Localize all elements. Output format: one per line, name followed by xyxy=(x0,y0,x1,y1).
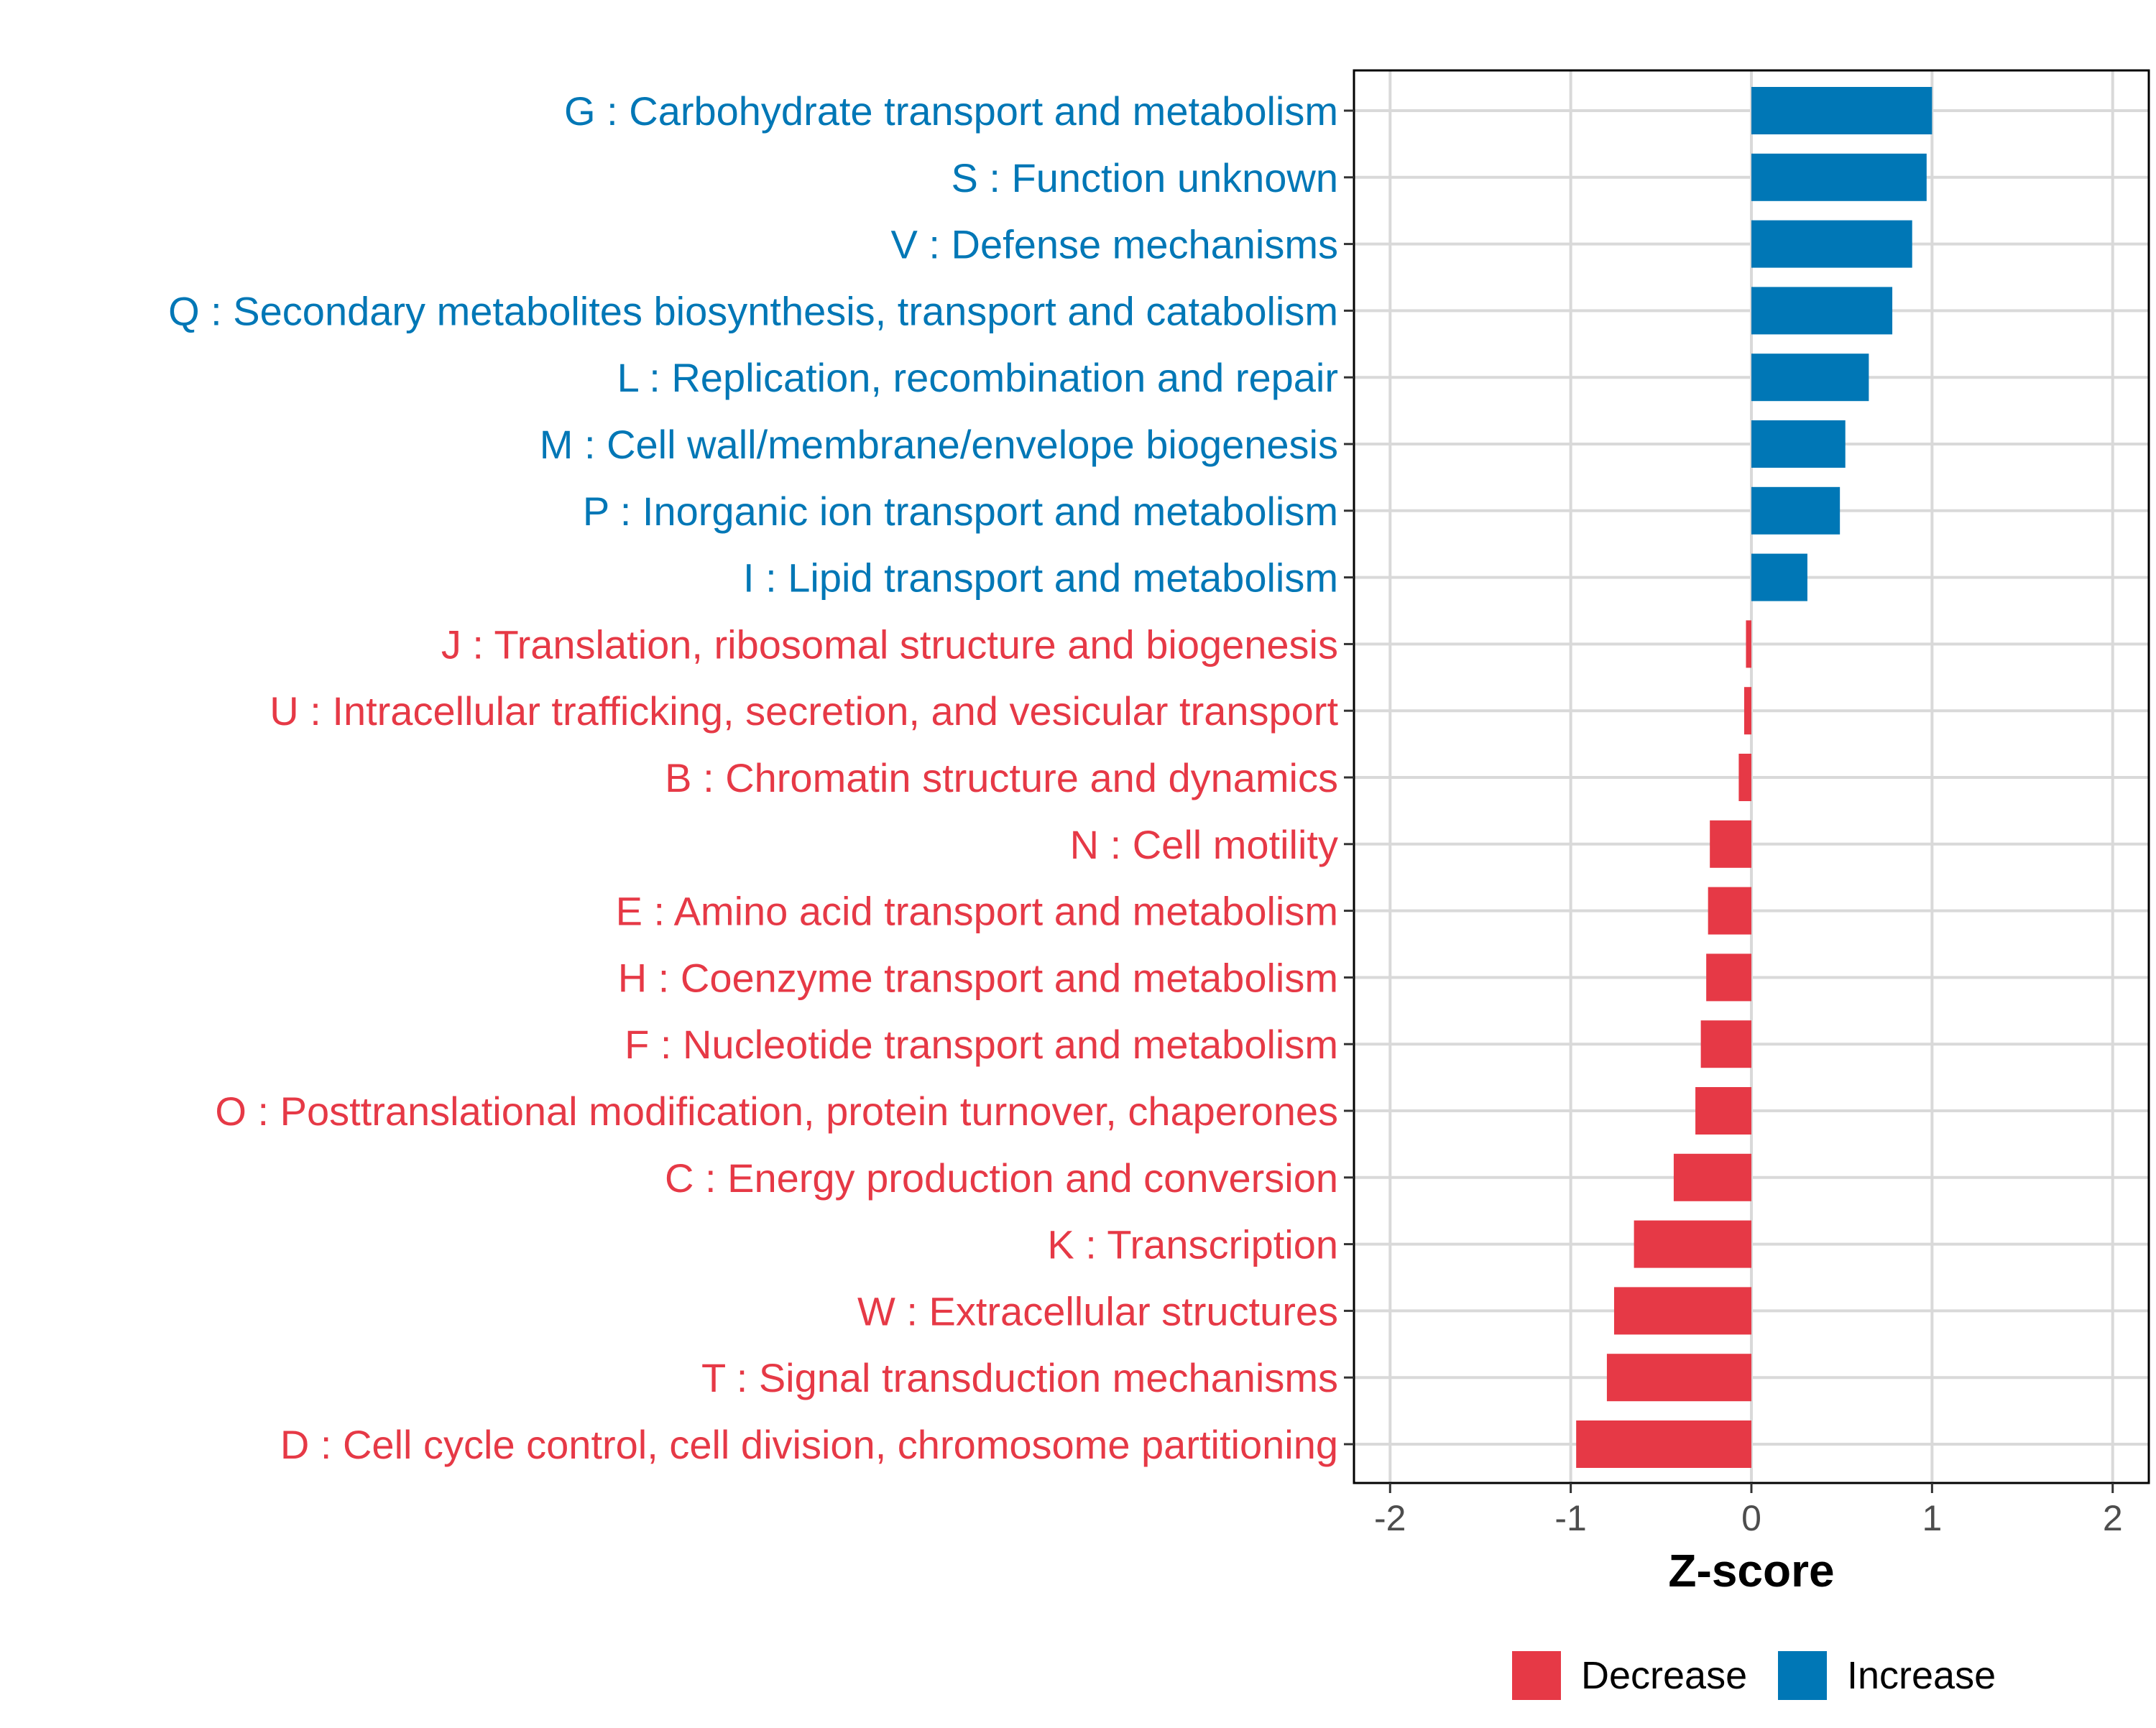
category-label: P : Inorganic ion transport and metaboli… xyxy=(583,489,1338,534)
category-label: G : Carbohydrate transport and metabolis… xyxy=(564,88,1338,134)
category-label: K : Transcription xyxy=(1047,1222,1338,1267)
category-label: C : Energy production and conversion xyxy=(665,1155,1338,1201)
bar-decrease xyxy=(1613,1287,1751,1335)
x-tick-label: 1 xyxy=(1922,1498,1942,1538)
category-label: D : Cell cycle control, cell division, c… xyxy=(280,1422,1338,1467)
category-label: M : Cell wall/membrane/envelope biogenes… xyxy=(540,422,1338,467)
bar-increase xyxy=(1751,153,1927,201)
bar-decrease xyxy=(1634,1220,1751,1268)
bar-increase xyxy=(1751,486,1841,535)
bar-increase xyxy=(1751,553,1807,601)
category-label: J : Translation, ribosomal structure and… xyxy=(441,622,1338,667)
category-label: Q : Secondary metabolites biosynthesis, … xyxy=(168,288,1338,333)
legend-label-increase: Increase xyxy=(1847,1654,1996,1697)
x-tick-label: 2 xyxy=(2103,1498,2123,1538)
bar-decrease xyxy=(1606,1354,1751,1402)
x-tick-label: -2 xyxy=(1374,1498,1406,1538)
category-label: W : Extracellular structures xyxy=(857,1288,1338,1334)
bar-increase xyxy=(1751,220,1912,268)
bar-decrease xyxy=(1673,1153,1751,1201)
category-label: I : Lipid transport and metabolism xyxy=(743,555,1338,601)
legend-label-decrease: Decrease xyxy=(1581,1654,1747,1697)
category-label: T : Signal transduction mechanisms xyxy=(701,1355,1338,1400)
legend-swatch-decrease xyxy=(1512,1651,1561,1700)
bar-decrease xyxy=(1743,687,1751,735)
bar-decrease xyxy=(1700,1020,1751,1068)
x-tick-label: -1 xyxy=(1554,1498,1586,1538)
bar-increase xyxy=(1751,354,1869,402)
bar-increase xyxy=(1751,287,1893,335)
bar-decrease xyxy=(1708,887,1751,935)
category-label: H : Coenzyme transport and metabolism xyxy=(618,955,1338,1000)
x-tick-label: 0 xyxy=(1741,1498,1761,1538)
bar-decrease xyxy=(1710,820,1751,868)
category-label: V : Defense mechanisms xyxy=(891,222,1338,267)
bar-decrease xyxy=(1746,620,1751,668)
category-label: N : Cell motility xyxy=(1070,822,1338,867)
bar-increase xyxy=(1751,87,1932,134)
category-label: O : Posttranslational modification, prot… xyxy=(215,1089,1338,1134)
category-label: F : Nucleotide transport and metabolism xyxy=(625,1022,1338,1067)
x-axis-title: Z-score xyxy=(1668,1545,1834,1597)
category-label: E : Amino acid transport and metabolism xyxy=(616,889,1338,934)
bar-decrease xyxy=(1706,953,1751,1002)
bar-decrease xyxy=(1738,754,1751,801)
bar-decrease xyxy=(1695,1087,1751,1135)
legend-swatch-increase xyxy=(1778,1651,1827,1700)
bar-decrease xyxy=(1576,1420,1751,1468)
bar-increase xyxy=(1751,420,1846,468)
category-label: B : Chromatin structure and dynamics xyxy=(665,755,1338,800)
category-label: S : Function unknown xyxy=(951,155,1338,200)
category-label: L : Replication, recombination and repai… xyxy=(617,355,1338,400)
category-label: U : Intracellular trafficking, secretion… xyxy=(270,688,1338,734)
